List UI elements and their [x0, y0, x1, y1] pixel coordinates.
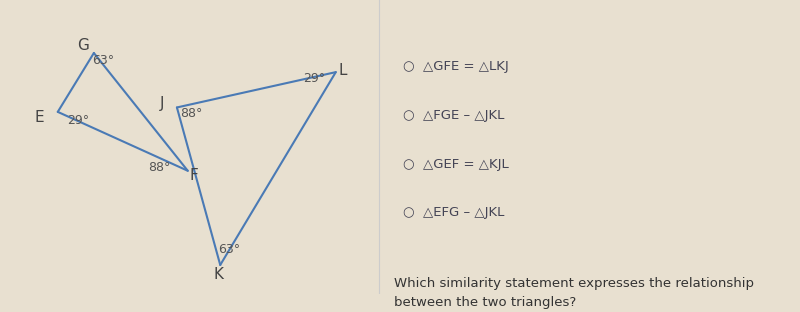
Text: 88°: 88° — [180, 107, 202, 120]
Text: 63°: 63° — [218, 243, 241, 256]
Text: Which similarity statement expresses the relationship
between the two triangles?: Which similarity statement expresses the… — [394, 277, 754, 309]
Text: F: F — [189, 168, 198, 183]
Text: G: G — [77, 38, 89, 53]
Text: ○  △GFE = △LKJ: ○ △GFE = △LKJ — [403, 60, 509, 73]
Text: 88°: 88° — [148, 161, 170, 174]
Text: 63°: 63° — [92, 54, 114, 67]
Text: L: L — [338, 63, 347, 78]
Text: 29°: 29° — [67, 114, 89, 127]
Text: ○  △GEF = △KJL: ○ △GEF = △KJL — [403, 158, 509, 171]
Text: J: J — [160, 96, 165, 111]
Text: 29°: 29° — [303, 71, 325, 85]
Text: ○  △FGE – △JKL: ○ △FGE – △JKL — [403, 109, 504, 122]
Text: K: K — [213, 267, 223, 282]
Text: E: E — [35, 110, 45, 125]
Text: ○  △EFG – △JKL: ○ △EFG – △JKL — [403, 206, 504, 219]
